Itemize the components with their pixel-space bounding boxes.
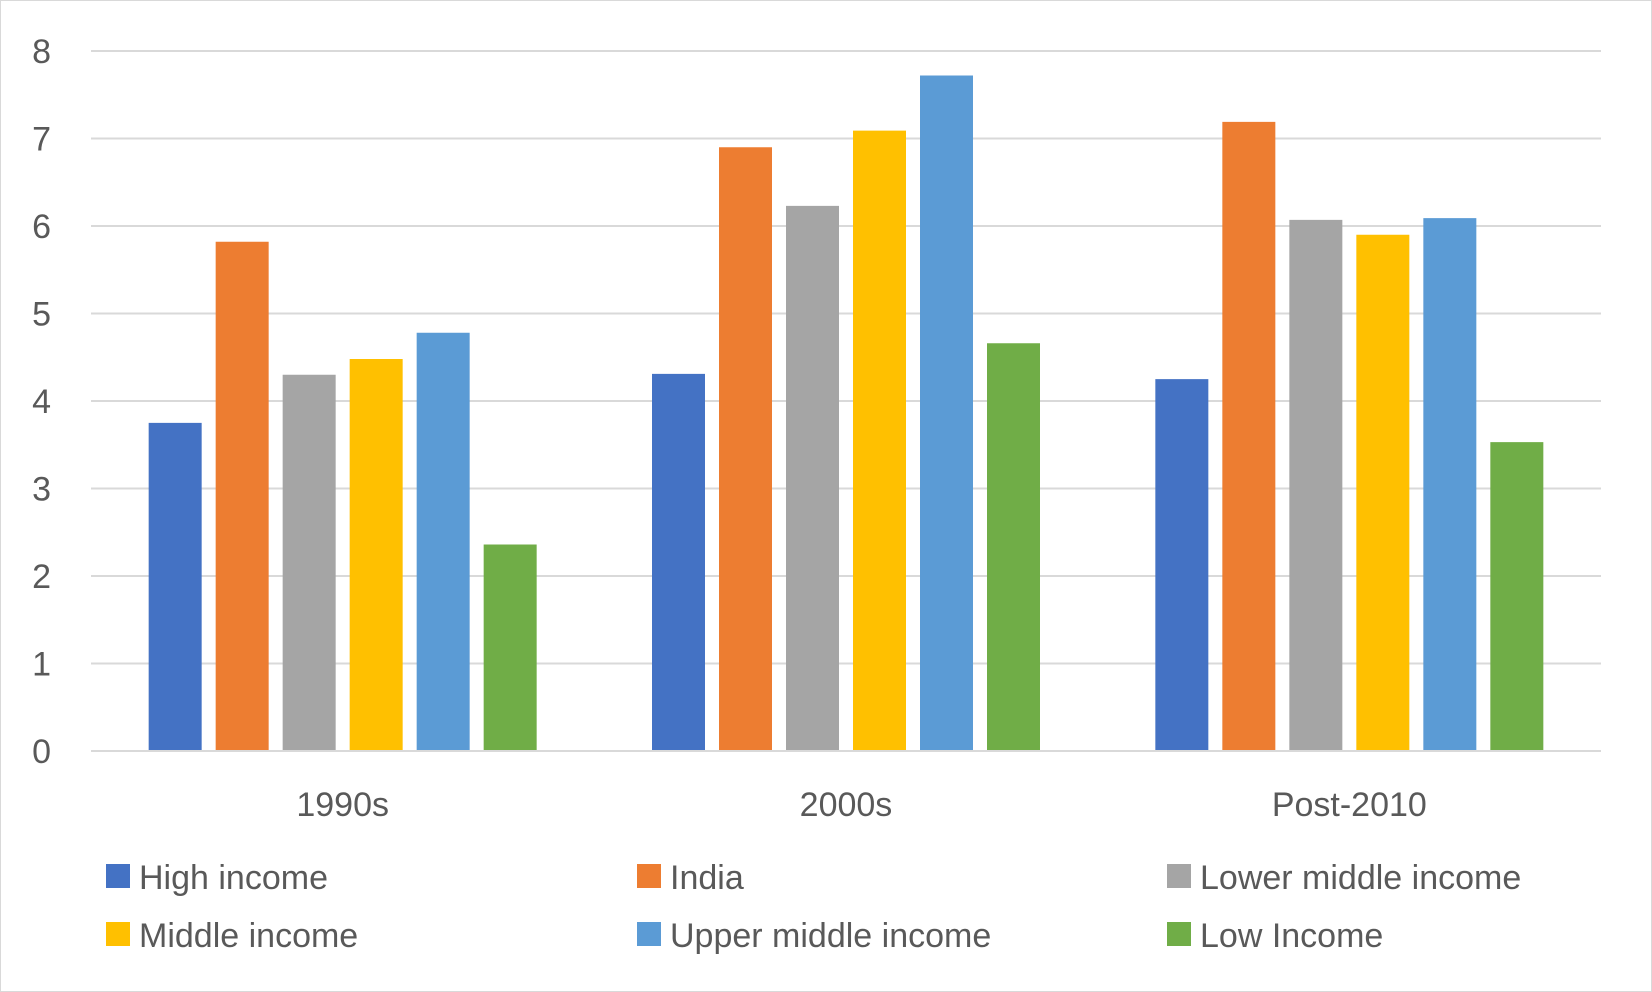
legend-swatch xyxy=(1167,864,1191,888)
y-tick-label: 1 xyxy=(32,646,51,684)
legend-swatch xyxy=(106,864,130,888)
x-category-label: Post-2010 xyxy=(1272,786,1427,824)
y-tick-label: 8 xyxy=(32,33,51,71)
legend-swatch xyxy=(1167,922,1191,946)
bar-india-2000s xyxy=(719,147,772,751)
bar-high-income-post-2010 xyxy=(1155,379,1209,751)
gridlines xyxy=(91,50,1601,665)
y-tick-label: 5 xyxy=(32,296,51,334)
bar-high-income-2000s xyxy=(652,373,705,751)
legend-label: Middle income xyxy=(139,917,358,955)
bars xyxy=(148,75,1544,751)
legend-swatch xyxy=(106,922,130,946)
bar-lower-middle-income-post-2010 xyxy=(1289,219,1343,751)
bar-low-income-2000s xyxy=(987,343,1040,751)
y-axis-ticks: 0 1 2 3 4 5 6 7 8 xyxy=(32,33,51,771)
legend-label: India xyxy=(670,859,744,897)
y-tick-label: 7 xyxy=(32,121,51,159)
x-category-label: 2000s xyxy=(800,786,893,824)
y-tick-label: 4 xyxy=(32,383,51,421)
bar-upper-middle-income-2000s xyxy=(920,75,973,751)
y-tick-label: 0 xyxy=(32,733,51,771)
y-tick-label: 2 xyxy=(32,558,51,596)
bar-lower-middle-income-2000s xyxy=(786,205,839,751)
legend: High income India Lower middle income Middl… xyxy=(106,859,1521,955)
bar-middle-income-2000s xyxy=(853,130,906,751)
bar-high-income-1990s xyxy=(148,422,202,751)
legend-label: High income xyxy=(139,859,328,897)
legend-swatch xyxy=(637,864,661,888)
bar-upper-middle-income-1990s xyxy=(416,332,470,751)
bar-lower-middle-income-1990s xyxy=(282,374,336,751)
legend-label: Upper middle income xyxy=(670,917,991,955)
legend-label: Low Income xyxy=(1200,917,1383,955)
legend-label: Lower middle income xyxy=(1200,859,1521,897)
y-tick-label: 3 xyxy=(32,471,51,509)
legend-swatch xyxy=(637,922,661,946)
x-category-label: 1990s xyxy=(296,786,389,824)
bar-low-income-1990s xyxy=(483,544,537,751)
bar-upper-middle-income-post-2010 xyxy=(1423,218,1477,751)
bar-middle-income-1990s xyxy=(349,359,403,751)
y-tick-label: 6 xyxy=(32,208,51,246)
bar-india-post-2010 xyxy=(1222,121,1276,751)
bar-low-income-post-2010 xyxy=(1490,442,1544,751)
bar-india-1990s xyxy=(215,241,269,751)
bar-middle-income-post-2010 xyxy=(1356,234,1410,751)
x-axis: 1990s 2000s Post-2010 xyxy=(91,750,1601,824)
